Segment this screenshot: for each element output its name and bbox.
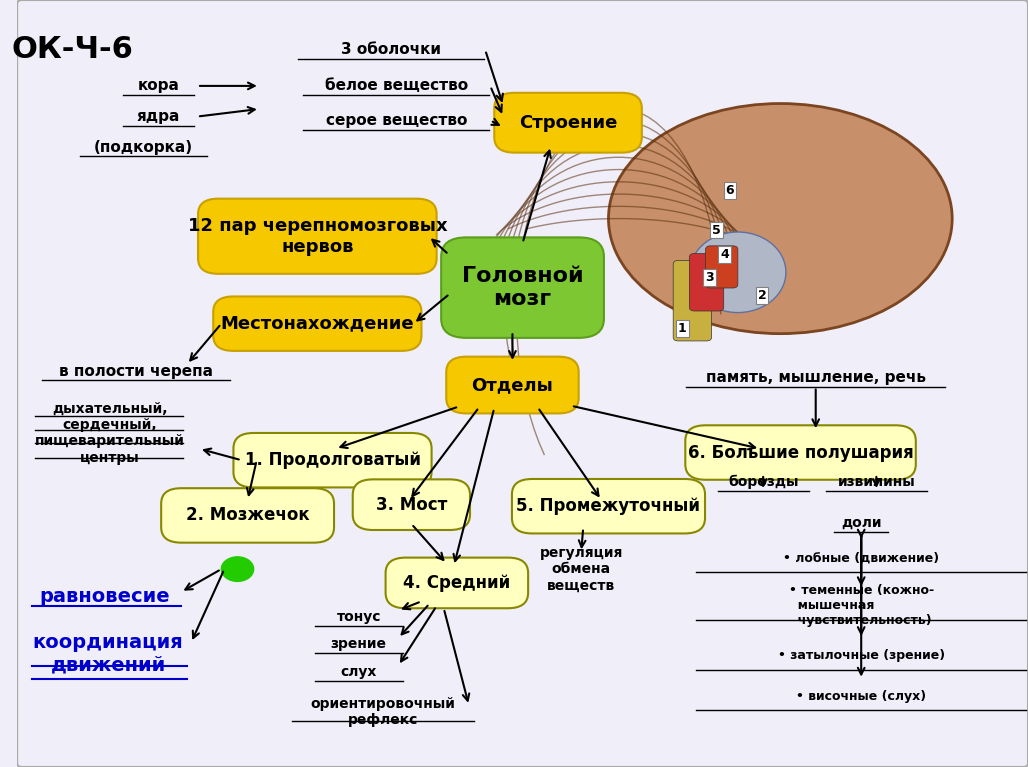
- Text: • затылочные (зрение): • затылочные (зрение): [777, 650, 945, 662]
- FancyBboxPatch shape: [386, 558, 528, 608]
- Ellipse shape: [609, 104, 952, 334]
- Text: координация
движений: координация движений: [33, 633, 183, 674]
- Text: • теменные (кожно-
  мышечная
  чувствительность): • теменные (кожно- мышечная чувствительн…: [788, 584, 933, 627]
- Text: 5. Промежуточный: 5. Промежуточный: [516, 497, 700, 515]
- Text: равновесие: равновесие: [40, 588, 171, 606]
- FancyBboxPatch shape: [494, 93, 641, 153]
- Text: • височные (слух): • височные (слух): [796, 690, 926, 703]
- FancyBboxPatch shape: [213, 297, 421, 351]
- Text: извилины: извилины: [838, 475, 915, 489]
- Text: ядра: ядра: [137, 109, 180, 124]
- Text: серое вещество: серое вещество: [326, 113, 467, 128]
- Text: регуляция
обмена
веществ: регуляция обмена веществ: [540, 546, 623, 592]
- FancyBboxPatch shape: [446, 357, 579, 413]
- Text: зрение: зрение: [331, 637, 387, 651]
- Text: Местонахождение: Местонахождение: [221, 314, 414, 333]
- Text: 1. Продолговатый: 1. Продолговатый: [245, 451, 420, 469]
- Text: тонус: тонус: [336, 610, 381, 624]
- FancyBboxPatch shape: [198, 199, 437, 274]
- Text: 6: 6: [726, 184, 734, 196]
- Text: память, мышление, речь: память, мышление, речь: [705, 370, 926, 385]
- Text: кора: кора: [138, 78, 180, 94]
- Text: слух: слух: [340, 665, 377, 679]
- Text: 3: 3: [705, 272, 713, 284]
- FancyBboxPatch shape: [705, 245, 738, 288]
- FancyBboxPatch shape: [512, 479, 705, 534]
- Text: дыхательный,
сердечный,
пищеварительный
центры: дыхательный, сердечный, пищеварительный …: [35, 402, 185, 465]
- Text: ОК-Ч-6: ОК-Ч-6: [11, 35, 134, 64]
- Text: • лобные (движение): • лобные (движение): [783, 552, 940, 565]
- FancyBboxPatch shape: [686, 425, 916, 480]
- Text: ориентировочный
рефлекс: ориентировочный рефлекс: [310, 696, 455, 727]
- Text: Головной
мозг: Головной мозг: [462, 266, 583, 309]
- FancyBboxPatch shape: [17, 0, 1028, 767]
- Text: в полости черепа: в полости черепа: [60, 364, 214, 379]
- Ellipse shape: [690, 232, 785, 313]
- Text: 5: 5: [712, 224, 721, 236]
- Text: доли: доли: [841, 516, 881, 530]
- Text: 1: 1: [677, 322, 687, 334]
- Text: 4. Средний: 4. Средний: [403, 574, 511, 592]
- Text: 3 оболочки: 3 оболочки: [341, 42, 441, 58]
- Text: борозды: борозды: [728, 475, 799, 489]
- Text: 2. Мозжечок: 2. Мозжечок: [186, 506, 309, 525]
- Text: 2: 2: [758, 289, 767, 301]
- FancyBboxPatch shape: [353, 479, 470, 530]
- Text: (подкорка): (подкорка): [94, 140, 193, 155]
- Text: 4: 4: [721, 249, 729, 261]
- Text: Отделы: Отделы: [472, 376, 553, 394]
- Text: 12 пар черепномозговых
нервов: 12 пар черепномозговых нервов: [187, 217, 447, 255]
- Text: 6. Большие полушария: 6. Большие полушария: [688, 443, 914, 462]
- Text: 3. Мост: 3. Мост: [375, 495, 447, 514]
- Circle shape: [221, 557, 254, 581]
- FancyBboxPatch shape: [673, 261, 711, 341]
- Text: Строение: Строение: [519, 114, 617, 132]
- FancyBboxPatch shape: [233, 433, 432, 488]
- FancyBboxPatch shape: [161, 489, 334, 543]
- Text: белое вещество: белое вещество: [325, 78, 468, 94]
- FancyBboxPatch shape: [690, 254, 724, 311]
- FancyBboxPatch shape: [441, 238, 603, 337]
